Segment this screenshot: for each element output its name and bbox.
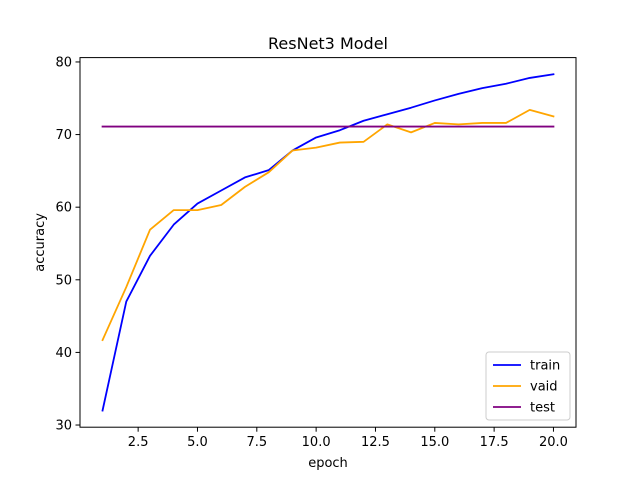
legend-frame: [485, 351, 571, 421]
y-tick-label: 50: [55, 273, 72, 288]
x-tick-label: 12.5: [361, 435, 390, 450]
x-tick-label: 17.5: [480, 435, 509, 450]
x-tick-label: 15.0: [420, 435, 449, 450]
series-line-vaid: [101, 108, 555, 342]
y-tick-label: 40: [55, 346, 72, 361]
legend-label-vaid: vaid: [530, 380, 558, 395]
x-tick-label: 7.5: [246, 435, 267, 450]
x-axis-ticks: 2.5 5.0 7.5 10.0 12.5 15.0 17.5 20.0: [128, 427, 568, 450]
legend: train vaid test: [485, 351, 571, 421]
x-axis-label: epoch: [308, 456, 348, 471]
legend-items: train vaid test: [493, 359, 560, 416]
x-tick-label: 20.0: [539, 435, 568, 450]
plot-area: [79, 57, 577, 428]
y-tick-label: 30: [55, 419, 72, 434]
x-tick-label: 2.5: [128, 435, 149, 450]
y-tick-label: 60: [55, 201, 72, 216]
series-layer: [101, 73, 555, 412]
y-tick-label: 70: [55, 128, 72, 143]
series-line-train: [101, 73, 555, 412]
chart-title: ResNet3 Model: [268, 34, 388, 53]
legend-label-test: test: [530, 401, 555, 416]
y-axis-ticks: 30 40 50 60 70 80: [55, 55, 80, 434]
y-axis-label: accuracy: [33, 213, 48, 272]
x-tick-label: 5.0: [187, 435, 208, 450]
axes-frame: [79, 57, 577, 428]
legend-label-train: train: [530, 359, 560, 374]
x-tick-label: 10.0: [302, 435, 331, 450]
y-tick-label: 80: [55, 55, 72, 70]
